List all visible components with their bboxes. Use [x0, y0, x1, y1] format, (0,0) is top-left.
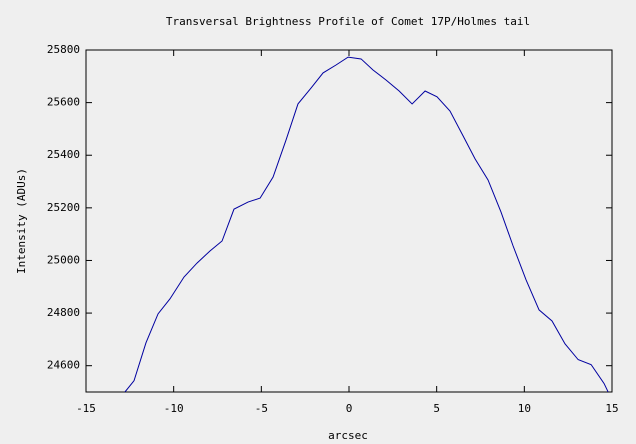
- x-tick-label: 10: [518, 402, 531, 415]
- chart-title: Transversal Brightness Profile of Comet …: [166, 15, 530, 28]
- y-tick-label: 25200: [47, 201, 80, 214]
- y-tick-label: 25000: [47, 253, 80, 266]
- plot-frame: [85, 49, 613, 393]
- data-line: [124, 56, 609, 392]
- y-tick-label: 24600: [47, 359, 80, 372]
- y-axis-label: Intensity (ADUs): [15, 168, 28, 274]
- x-tick-label: 0: [346, 402, 353, 415]
- x-tick-label: -15: [76, 402, 96, 415]
- x-tick-label: -10: [164, 402, 184, 415]
- x-axis-label: arcsec: [328, 429, 368, 442]
- y-tick-label: 25400: [47, 148, 80, 161]
- x-tick-label: 5: [433, 402, 440, 415]
- y-tick-label: 25800: [47, 43, 80, 56]
- y-tick-label: 24800: [47, 306, 80, 319]
- x-tick-label: -5: [255, 402, 268, 415]
- x-tick-label: 15: [605, 402, 618, 415]
- y-tick-label: 25600: [47, 96, 80, 109]
